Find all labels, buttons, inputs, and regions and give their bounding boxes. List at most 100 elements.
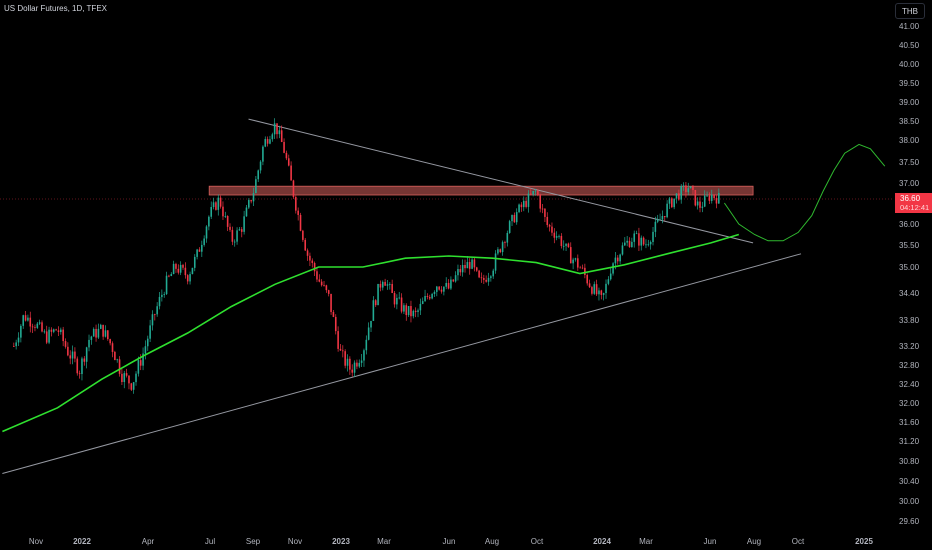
candle-body — [680, 186, 683, 200]
candle-body — [62, 329, 64, 342]
price-tick-label: 34.40 — [899, 289, 920, 298]
candle-body — [125, 373, 128, 376]
candle-body — [607, 279, 610, 284]
candle-body — [175, 263, 177, 269]
resistance-zone — [208, 185, 754, 196]
candle-body — [692, 186, 694, 190]
price-tick-label: 40.00 — [899, 60, 920, 69]
candle-body — [158, 296, 161, 307]
candle-body — [95, 328, 97, 338]
candle-body — [226, 215, 229, 227]
candle-body — [539, 195, 542, 209]
price-tick-label: 32.80 — [899, 361, 920, 370]
candle-body — [20, 325, 22, 338]
price-tick-label: 39.50 — [899, 79, 920, 88]
candle-body — [320, 281, 323, 286]
candle-body — [461, 264, 464, 273]
candle-body — [647, 244, 650, 246]
candle-body — [586, 275, 589, 284]
price-axis[interactable]: 41.00 40.50 40.00 39.50 39.00 38.50 38.00 37.50… — [899, 22, 920, 526]
candle-body — [229, 226, 231, 230]
candle-body — [666, 203, 668, 218]
candle-body — [76, 358, 79, 374]
price-tick-label: 30.40 — [899, 477, 920, 486]
candle-body — [459, 269, 462, 273]
candle-body — [718, 192, 720, 204]
candle-body — [393, 292, 396, 305]
candle-body — [50, 329, 53, 332]
candle-body — [673, 198, 675, 208]
candle-body — [584, 267, 586, 276]
candle-body — [558, 235, 560, 237]
candle-body — [518, 204, 520, 213]
candle-body — [43, 331, 46, 333]
candle-body — [635, 233, 638, 235]
candle-body — [193, 256, 196, 268]
candle-body — [297, 210, 299, 215]
candle-body — [351, 369, 354, 373]
price-tick-label: 30.80 — [899, 457, 920, 466]
candle-body — [156, 306, 158, 315]
candle-body — [219, 197, 222, 207]
candle-body — [626, 240, 628, 243]
candle-body — [614, 257, 617, 264]
candle-body — [631, 241, 633, 248]
candle-body — [198, 249, 201, 252]
candle-body — [212, 202, 215, 207]
candle-body — [135, 373, 137, 383]
price-tick-label: 38.00 — [899, 136, 920, 145]
price-tick-label: 31.20 — [899, 437, 920, 446]
candle-body — [562, 245, 565, 247]
trendline-1 — [248, 118, 754, 244]
candle-body — [245, 207, 248, 217]
candle-body — [349, 358, 351, 370]
candle-body — [191, 267, 194, 275]
candle-body — [598, 290, 600, 295]
candle-body — [661, 215, 664, 220]
currency-button[interactable]: THB — [895, 3, 925, 19]
candle-body — [628, 240, 631, 248]
candle-body — [367, 327, 370, 340]
candle-body — [210, 206, 213, 217]
candle-body — [330, 293, 332, 312]
candle-body — [699, 201, 701, 208]
candle-body — [34, 327, 36, 328]
price-tick-label: 39.00 — [899, 98, 920, 107]
candle-body — [696, 201, 699, 206]
time-tick-label: 2022 — [73, 537, 91, 546]
candle-body — [259, 161, 262, 171]
candle-body — [217, 197, 220, 210]
candle-body — [271, 134, 274, 140]
candle-body — [652, 231, 654, 242]
candle-body — [144, 346, 147, 354]
candle-body — [565, 243, 567, 246]
candle-body — [419, 303, 422, 311]
candle-body — [551, 226, 553, 233]
candle-body — [494, 253, 497, 271]
candle-body — [520, 204, 523, 208]
time-tick-label: Oct — [531, 537, 544, 546]
candle-body — [287, 158, 290, 166]
candle-body — [318, 279, 321, 282]
price-tick-label: 38.50 — [899, 117, 920, 126]
candle-body — [377, 283, 379, 306]
time-axis[interactable]: Nov 2022 Apr Jul Sep Nov 2023 Mar Jun Aug Oct 2024 M… — [29, 537, 874, 546]
candle-body — [121, 373, 123, 383]
candle-body — [137, 360, 140, 374]
price-tick-label: 32.40 — [899, 380, 920, 389]
candle-body — [537, 190, 539, 196]
candle-body — [527, 193, 530, 207]
candle-body — [149, 325, 151, 339]
candle-body — [269, 139, 271, 144]
candle-body — [602, 293, 605, 295]
candle-body — [85, 347, 88, 362]
candle-body — [208, 216, 210, 227]
last-price-tag: 36.60 04:12:41 — [895, 193, 932, 213]
candle-body — [487, 277, 490, 282]
candle-body — [311, 260, 314, 263]
candle-body — [574, 258, 577, 260]
candle-body — [295, 197, 297, 211]
candle-body — [588, 283, 591, 288]
candle-body — [475, 267, 478, 271]
